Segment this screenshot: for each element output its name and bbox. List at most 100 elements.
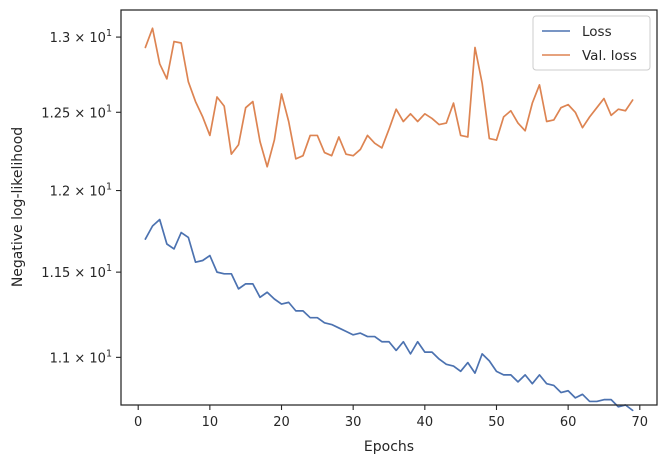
data-point-loss: [496, 370, 498, 372]
data-point-val-loss: [302, 155, 304, 157]
data-point-loss: [295, 310, 297, 312]
data-point-val-loss: [345, 153, 347, 155]
data-point-val-loss: [166, 78, 168, 80]
data-point-val-loss: [438, 124, 440, 126]
data-point-loss: [180, 232, 182, 234]
data-point-val-loss: [474, 47, 476, 49]
y-tick-label: 1.3 × 101: [50, 28, 112, 46]
data-point-loss: [324, 322, 326, 324]
data-point-loss: [367, 336, 369, 338]
data-point-val-loss: [445, 122, 447, 124]
data-point-loss: [632, 409, 634, 411]
legend-label-val-loss: Val. loss: [582, 48, 637, 64]
data-point-loss: [539, 374, 541, 376]
data-point-loss: [503, 374, 505, 376]
data-point-loss: [352, 334, 354, 336]
data-point-val-loss: [352, 155, 354, 157]
legend-label-loss: Loss: [582, 24, 612, 40]
x-tick-label: 70: [632, 415, 649, 430]
data-point-val-loss: [596, 107, 598, 109]
series-points-loss: [144, 219, 633, 412]
data-point-val-loss: [259, 141, 261, 143]
y-tick-label: 1.25 × 101: [41, 103, 112, 121]
y-tick-label: 1.2 × 101: [50, 182, 112, 200]
data-point-loss: [610, 399, 612, 401]
data-point-loss: [460, 370, 462, 372]
data-point-loss: [402, 341, 404, 343]
data-point-loss: [223, 273, 225, 275]
data-point-loss: [152, 225, 154, 227]
axes-layer: 0 10 20 30 40 50 60 70 1.1 × 101 1.15 × 101 1.2 × …: [41, 28, 648, 430]
data-point-loss: [567, 390, 569, 392]
data-point-val-loss: [288, 121, 290, 123]
data-point-loss: [309, 317, 311, 319]
data-point-loss: [359, 332, 361, 334]
data-point-val-loss: [460, 135, 462, 137]
data-point-val-loss: [331, 155, 333, 157]
data-point-loss: [395, 350, 397, 352]
data-point-val-loss: [309, 135, 311, 137]
data-point-val-loss: [488, 138, 490, 140]
data-point-val-loss: [216, 96, 218, 98]
legend-box: [532, 15, 651, 71]
data-point-loss: [474, 372, 476, 374]
data-point-loss: [245, 283, 247, 285]
data-point-loss: [195, 261, 197, 263]
data-point-val-loss: [603, 98, 605, 100]
data-point-val-loss: [467, 136, 469, 138]
data-point-val-loss: [173, 41, 175, 43]
data-point-loss: [453, 365, 455, 367]
data-point-loss: [510, 374, 512, 376]
data-point-loss: [266, 291, 268, 293]
x-tick-label: 0: [134, 415, 142, 430]
data-point-loss: [216, 271, 218, 273]
data-point-loss: [144, 238, 146, 240]
data-point-val-loss: [402, 121, 404, 123]
data-point-loss: [338, 327, 340, 329]
data-point-loss: [230, 273, 232, 275]
data-point-val-loss: [553, 119, 555, 121]
x-tick-label: 10: [202, 415, 219, 430]
data-point-loss: [517, 381, 519, 383]
data-point-loss: [603, 399, 605, 401]
data-point-val-loss: [238, 144, 240, 146]
data-point-val-loss: [273, 139, 275, 141]
x-tick-label: 50: [488, 415, 505, 430]
data-point-val-loss: [195, 101, 197, 103]
data-point-loss: [596, 401, 598, 403]
data-point-loss: [238, 288, 240, 290]
y-tick-label: 1.1 × 101: [50, 348, 112, 366]
data-point-val-loss: [625, 110, 627, 112]
data-point-loss: [209, 255, 211, 257]
data-point-loss: [316, 317, 318, 319]
data-point-val-loss: [281, 93, 283, 95]
data-point-loss: [173, 248, 175, 250]
data-point-loss: [302, 310, 304, 312]
legend: Loss Val. loss: [532, 15, 651, 71]
data-point-loss: [553, 385, 555, 387]
data-point-loss: [560, 392, 562, 394]
data-point-loss: [187, 237, 189, 239]
data-point-val-loss: [252, 101, 254, 103]
data-point-loss: [467, 362, 469, 364]
data-point-loss: [424, 351, 426, 353]
data-point-loss: [524, 374, 526, 376]
data-point-loss: [574, 397, 576, 399]
data-point-val-loss: [496, 139, 498, 141]
data-point-val-loss: [632, 99, 634, 101]
data-point-val-loss: [266, 166, 268, 168]
data-point-val-loss: [245, 107, 247, 109]
series-line-loss: [144, 218, 634, 412]
data-point-loss: [374, 336, 376, 338]
data-point-val-loss: [617, 108, 619, 110]
data-point-loss: [388, 341, 390, 343]
data-point-val-loss: [539, 84, 541, 86]
data-point-loss: [166, 243, 168, 245]
data-point-val-loss: [481, 82, 483, 84]
data-point-loss: [589, 401, 591, 403]
data-point-val-loss: [324, 152, 326, 154]
plot-layer: [144, 27, 634, 412]
data-point-loss: [438, 358, 440, 360]
data-point-val-loss: [144, 47, 146, 49]
data-point-val-loss: [574, 111, 576, 113]
